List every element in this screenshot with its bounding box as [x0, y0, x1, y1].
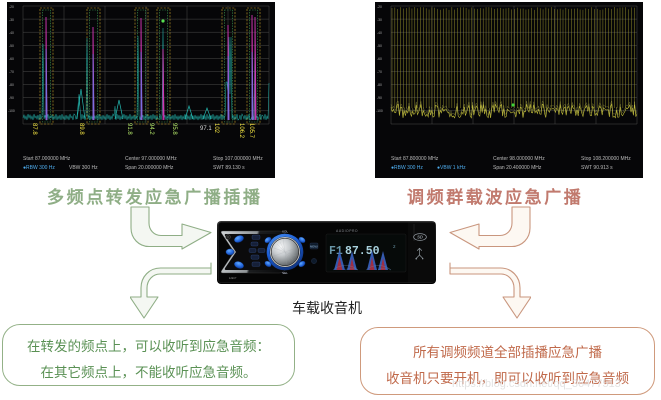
svg-text:-40: -40 — [9, 31, 14, 35]
svg-text:87.50: 87.50 — [345, 245, 380, 258]
svg-text:-80: -80 — [377, 83, 382, 87]
svg-text:-60: -60 — [9, 57, 14, 61]
svg-text:MENU: MENU — [310, 245, 318, 249]
svg-text:SD: SD — [417, 235, 423, 240]
svg-text:VOL: VOL — [282, 230, 288, 234]
svg-text:SEL: SEL — [282, 271, 288, 275]
svg-text:-90: -90 — [377, 96, 382, 100]
svg-text:AUDIOPRO: AUDIOPRO — [336, 229, 358, 233]
svg-text:-50: -50 — [377, 44, 382, 48]
svg-text:-20: -20 — [377, 5, 382, 9]
svg-text:-100: -100 — [8, 109, 15, 113]
svg-text:EJECT: EJECT — [229, 277, 237, 280]
svg-text:-20: -20 — [9, 5, 14, 9]
svg-text:-40: -40 — [377, 31, 382, 35]
svg-text:-60: -60 — [377, 57, 382, 61]
svg-text:-30: -30 — [377, 18, 382, 22]
svg-text:-70: -70 — [377, 70, 382, 74]
svg-text:-90: -90 — [9, 96, 14, 100]
svg-text:-70: -70 — [9, 70, 14, 74]
svg-text:-100: -100 — [376, 109, 383, 113]
svg-text:-50: -50 — [9, 44, 14, 48]
svg-text:-80: -80 — [9, 83, 14, 87]
svg-text:-30: -30 — [9, 18, 14, 22]
